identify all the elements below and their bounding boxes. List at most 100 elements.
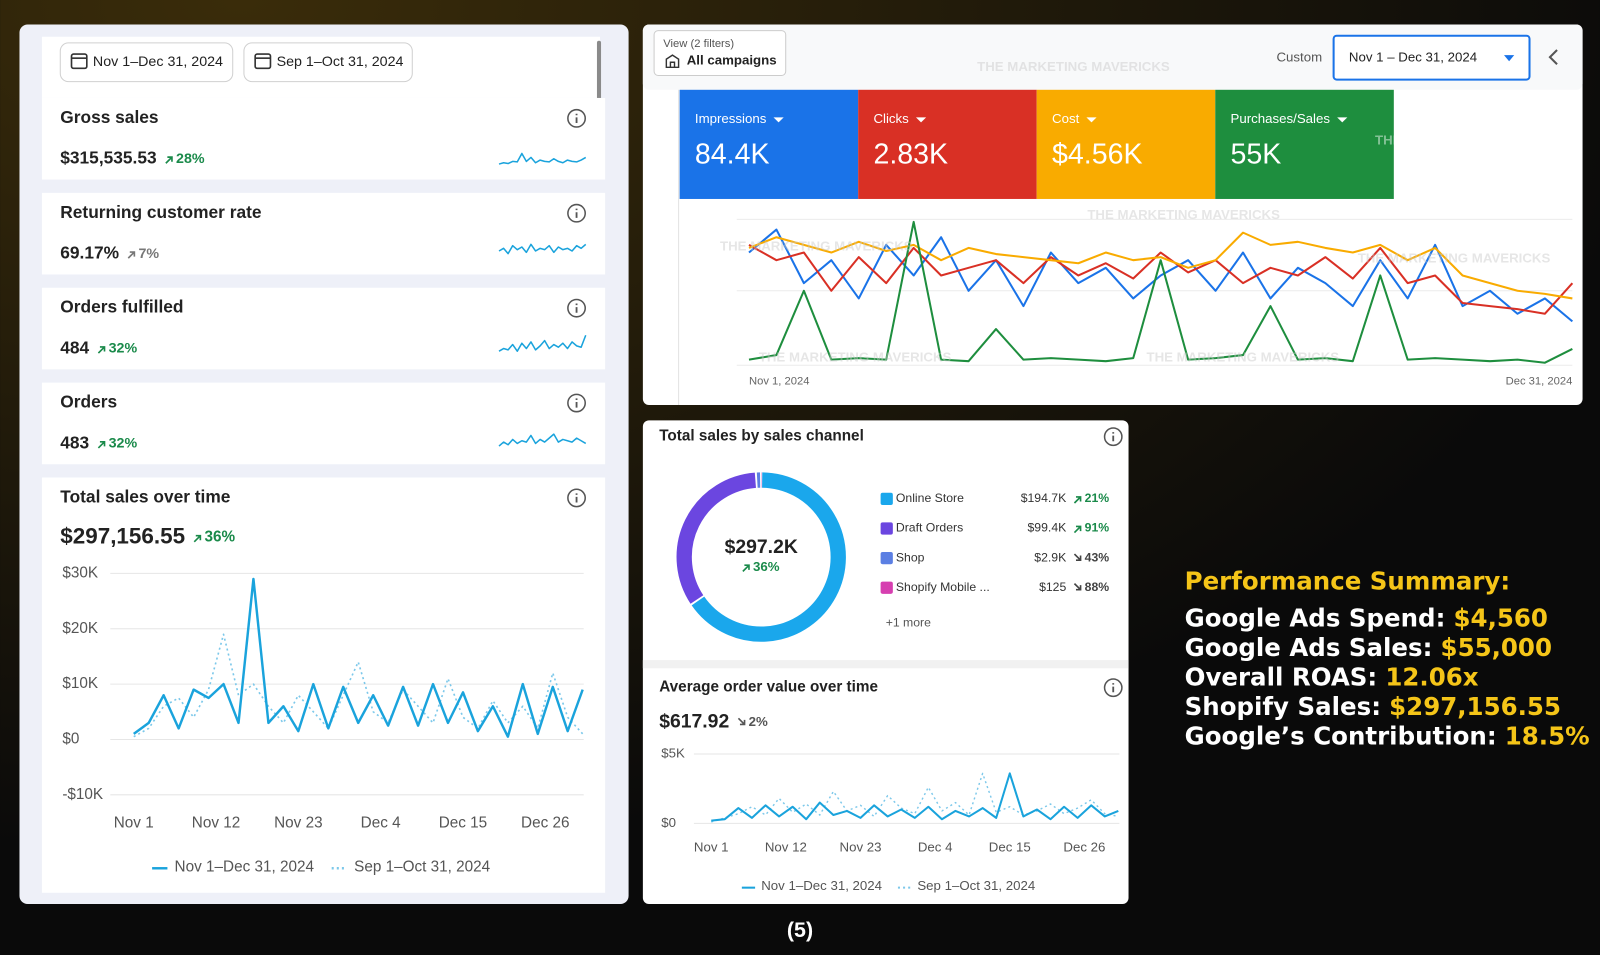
y-tick-label: $0 [62,731,79,748]
summary-line: Google Ads Sales: $55,000 [1185,633,1552,662]
legend-label: Shop [896,550,925,564]
summary-line: Overall ROAS: 12.06x [1185,662,1479,691]
x-tick-label: Nov 23 [274,814,322,831]
series-line [748,220,1573,364]
change-label: 43% [1085,550,1110,564]
change-label: 32% [109,341,138,357]
y-tick-label: $0 [661,815,676,830]
series-line [133,577,584,738]
panel-title: Total sales by sales channel [659,428,864,445]
summary-title: Performance Summary: [1185,567,1511,596]
metric-tile[interactable] [1036,89,1216,199]
metric-title: Returning customer rate [60,202,262,222]
chart-title: Average order value over time [659,679,878,696]
dropdown-icon [1337,117,1348,123]
donut-slice [691,472,846,642]
legend-label: Nov 1–Dec 31, 2024 [761,878,882,893]
series-line [711,772,1119,823]
legend-label: Draft Orders [896,521,963,535]
range-value: Nov 1 – Dec 31, 2024 [1349,50,1477,65]
series-line [748,243,1574,315]
x-tick-label: Nov 1 [694,839,729,854]
legend-value: $99.4K [1028,521,1068,535]
caption: (5) [787,918,813,942]
info-icon [1103,427,1123,447]
summary-value: $55,000 [1441,633,1552,662]
x-tick-label: Nov 1 [114,814,154,831]
metric-card [41,97,606,180]
tile-name: Purchases/Sales [1231,111,1331,126]
change-label: 2% [749,714,768,729]
x-tick-label: Dec 26 [521,814,569,831]
y-tick-label: $5K [661,746,685,761]
date-filter-button[interactable] [243,42,413,83]
metric-tile[interactable] [679,89,859,199]
dropdown-icon [915,117,927,123]
date-filter-label: Nov 1–Dec 31, 2024 [93,54,223,70]
legend-swatch [880,492,893,506]
metric-card [41,287,606,370]
change-label: 28% [176,151,205,167]
dropdown-icon [1086,117,1097,123]
legend-swatch [880,551,893,565]
tile-value: 2.83K [873,139,948,171]
watermark: THE MARKETING MAVERICKS [720,238,913,253]
view-value: All campaigns [687,53,777,68]
summary-value: 12.06x [1385,662,1478,691]
trend-arrow [97,346,106,354]
x-axis-end: Dec 31, 2024 [1506,376,1573,388]
date-filter-label: Sep 1–Oct 31, 2024 [277,54,404,70]
trend-arrow [737,717,746,726]
summary-line: Google Ads Spend: $4,560 [1185,603,1548,632]
date-filter-button[interactable] [59,42,234,83]
summary-value: 18.5% [1505,722,1590,751]
calendar-icon [70,53,88,70]
metric-tile[interactable] [858,89,1037,199]
metric-tile[interactable] [1215,89,1394,199]
sparkline [498,243,587,255]
watermark: THE MARKETING MAVERICKS [1358,251,1551,266]
y-tick-label: $10K [62,675,99,692]
legend-swatch [880,522,893,535]
legend-label: Nov 1–Dec 31, 2024 [175,858,315,875]
view-filter[interactable] [653,30,787,77]
info-icon [1103,678,1123,698]
info-icon [567,298,586,318]
collapse-icon[interactable] [1548,49,1558,66]
metric-title: Orders [60,392,117,412]
sparkline [498,433,587,447]
summary-value: $297,156.55 [1389,692,1561,721]
trend-arrow [127,251,136,259]
change-label: 21% [1085,491,1110,505]
dropdown-icon [773,117,784,123]
summary-line: Google’s Contribution: 18.5% [1185,722,1590,751]
metric-value: 483 [60,432,89,452]
change-label: 7% [138,246,159,262]
trend-arrow [165,156,173,164]
change-label: 32% [109,436,138,452]
series-line [748,228,1574,323]
chart-card [41,477,606,893]
sparkline [498,334,587,352]
summary-label: Google Ads Sales: [1185,633,1433,662]
watermark: THE MARKETING MAVERICKS [1087,207,1280,222]
series-line [711,772,1119,822]
y-tick-label: -$10K [62,786,104,803]
tile-name: Impressions [695,111,767,126]
x-tick-label: Dec 15 [439,814,487,831]
date-range-picker[interactable] [1332,34,1531,81]
tile-name: Clicks [873,111,909,126]
info-icon [567,108,586,128]
watermark: THE MARKETING MAVERICKS [759,350,952,365]
more-link[interactable]: +1 more [886,616,931,630]
tile-value: $4.56K [1052,139,1142,171]
y-tick-label: $30K [62,564,99,581]
trend-arrow [1073,496,1082,504]
summary-label: Overall ROAS: [1185,662,1378,691]
trend-arrow [1073,583,1082,591]
tile-value: 55K [1231,139,1282,171]
legend-label: Sep 1–Oct 31, 2024 [354,858,491,875]
x-tick-label: Nov 23 [840,839,882,854]
dropdown-icon [1504,55,1515,62]
metric-title: Orders fulfilled [60,297,183,317]
